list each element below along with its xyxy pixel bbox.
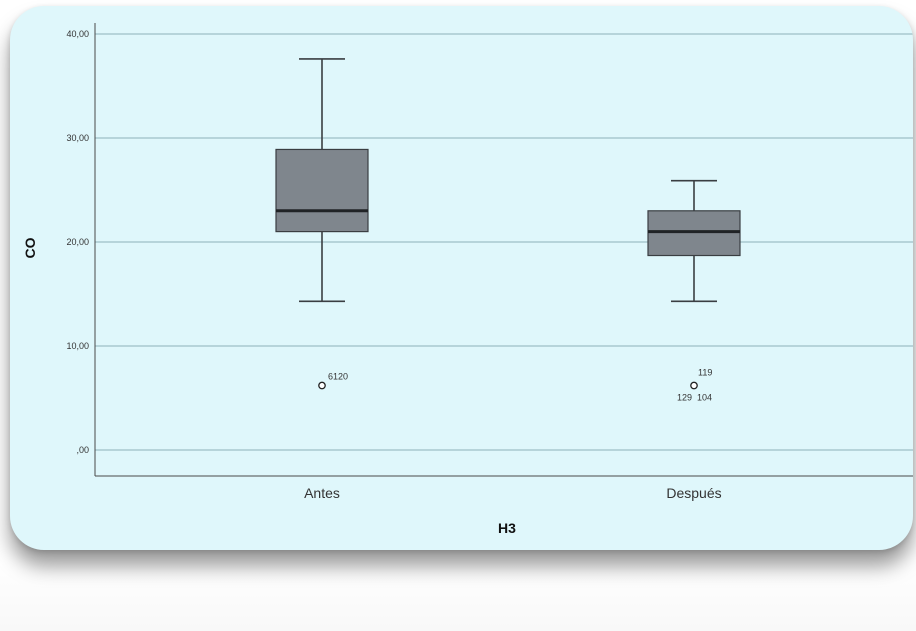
chart-card: ,00 10,00 20,00 30,00 40,00 6120 119 129 104 An… — [10, 6, 913, 550]
axes — [94, 23, 913, 477]
y-tick-label: 30,00 — [66, 133, 89, 143]
card-reflection — [0, 560, 916, 631]
outlier-label: 6120 — [328, 372, 348, 382]
y-tick-label: ,00 — [76, 445, 89, 455]
y-tick-label: 20,00 — [66, 237, 89, 247]
boxplot-chart: ,00 10,00 20,00 30,00 40,00 6120 119 129 104 An… — [22, 23, 913, 536]
x-tick-label: Antes — [304, 485, 340, 501]
gridlines — [95, 33, 913, 451]
y-tick-label: 40,00 — [66, 29, 89, 39]
x-tick-labels: Antes Después — [304, 485, 722, 501]
outlier-point — [690, 381, 698, 390]
outlier-label: 129 — [677, 393, 692, 403]
outlier-label: 104 — [697, 393, 712, 403]
box-antes: 6120 — [275, 58, 369, 390]
outlier-point — [318, 381, 326, 390]
iqr-box — [647, 210, 741, 257]
outlier-label: 119 — [698, 368, 712, 378]
y-tick-label: 10,00 — [66, 341, 89, 351]
boxes: 6120 119 129 104 — [275, 58, 741, 403]
x-axis-title: H3 — [498, 520, 516, 536]
y-axis-title: CO — [22, 237, 38, 258]
box-después: 119 129 104 — [647, 179, 741, 403]
x-tick-label: Después — [666, 485, 721, 501]
y-tick-labels: ,00 10,00 20,00 30,00 40,00 — [66, 29, 89, 455]
iqr-box — [275, 148, 369, 233]
